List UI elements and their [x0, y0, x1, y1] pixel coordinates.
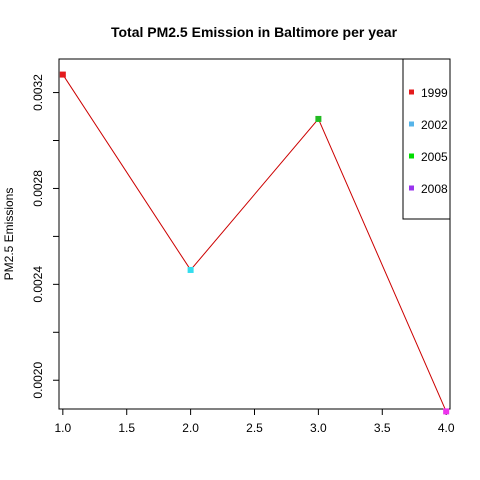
- series-line-path: [62, 74, 447, 412]
- data-point: [59, 71, 66, 78]
- legend-swatch: [409, 89, 414, 95]
- x-tick-label: 1.5: [118, 421, 135, 435]
- y-tick-label: 0.0024: [31, 266, 45, 303]
- legend-swatch: [409, 153, 414, 159]
- y-axis-label: PM2.5 Emissions: [2, 188, 16, 281]
- x-axis: 1.0 1.5 2.0 2.5 3.0 3.5 4.0: [54, 409, 455, 435]
- x-tick-label: 3.0: [310, 421, 327, 435]
- data-point: [443, 408, 450, 415]
- legend-label: 2002: [421, 118, 448, 132]
- x-tick-label: 2.5: [246, 421, 263, 435]
- x-tick-label: 2.0: [182, 421, 199, 435]
- chart-title: Total PM2.5 Emission in Baltimore per ye…: [111, 24, 398, 40]
- legend-box: [402, 58, 451, 220]
- series-line: [62, 74, 447, 412]
- y-axis: 0.0020 0.0024 0.0028 0.0032: [31, 74, 59, 399]
- x-tick-label: 3.5: [374, 421, 391, 435]
- x-tick-label: 4.0: [438, 421, 455, 435]
- data-point: [187, 266, 194, 273]
- y-tick-label: 0.0032: [31, 74, 45, 111]
- y-tick-label: 0.0028: [31, 170, 45, 207]
- legend-swatch: [409, 185, 414, 191]
- y-tick-label: 0.0020: [31, 362, 45, 399]
- legend-label: 2005: [421, 150, 448, 164]
- legend: 1999 2002 2005 2008: [402, 58, 451, 220]
- legend-label: 2008: [421, 182, 448, 196]
- x-tick-label: 1.0: [54, 421, 71, 435]
- legend-label: 1999: [421, 86, 448, 100]
- legend-swatch: [409, 121, 414, 127]
- data-point: [315, 115, 322, 122]
- data-points: [59, 71, 450, 415]
